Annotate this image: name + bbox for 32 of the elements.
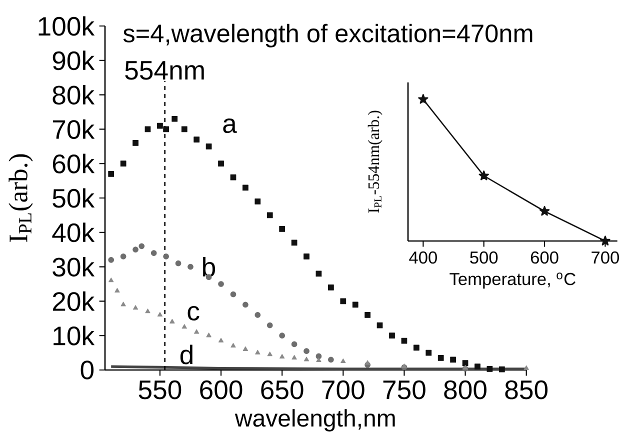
x-axis-title: Temperature, $^{o}$C bbox=[450, 272, 576, 289]
x-tick-label: 400 bbox=[409, 251, 437, 264]
x-tick-label: 700 bbox=[322, 380, 364, 400]
y-tick-label: 60k bbox=[52, 154, 95, 174]
x-tick-label: 600 bbox=[200, 380, 242, 400]
y-tick-label: 80k bbox=[52, 85, 95, 105]
x-tick-label: 650 bbox=[261, 380, 304, 400]
x-tick-label: 600 bbox=[530, 251, 558, 264]
y-tick-label: 0 bbox=[80, 360, 94, 380]
y-axis-title: I$_{PL}$(arb.) bbox=[8, 154, 33, 242]
y-tick-label: 100k bbox=[38, 16, 95, 36]
x-tick-label: 850 bbox=[505, 380, 548, 400]
y-tick-label: 90k bbox=[52, 50, 95, 70]
x-tick-label: 700 bbox=[592, 251, 619, 264]
series-label: c bbox=[188, 306, 200, 321]
series-label: d bbox=[180, 344, 192, 364]
y-axis-title: I$_{PL}$-554nm(arb.) bbox=[368, 110, 382, 213]
x-tick-label: 500 bbox=[470, 251, 498, 264]
y-tick-label: 50k bbox=[52, 188, 95, 208]
series-label: b bbox=[203, 257, 216, 277]
y-tick-label: 40k bbox=[52, 222, 95, 242]
ref-line-label: 554nm bbox=[125, 61, 204, 80]
y-tick-label: 70k bbox=[52, 119, 95, 139]
x-tick-label: 800 bbox=[444, 380, 486, 400]
y-tick-label: 20k bbox=[52, 291, 95, 311]
x-tick-label: 550 bbox=[138, 380, 182, 400]
chart-title: s=4,wavelength of excitation=470nm bbox=[123, 24, 532, 48]
x-tick-label: 750 bbox=[383, 380, 426, 400]
y-tick-label: 10k bbox=[54, 326, 95, 346]
y-tick-label: 30k bbox=[52, 257, 95, 277]
series-label: a bbox=[223, 118, 237, 134]
x-axis-title: wavelength,nm bbox=[234, 409, 395, 432]
